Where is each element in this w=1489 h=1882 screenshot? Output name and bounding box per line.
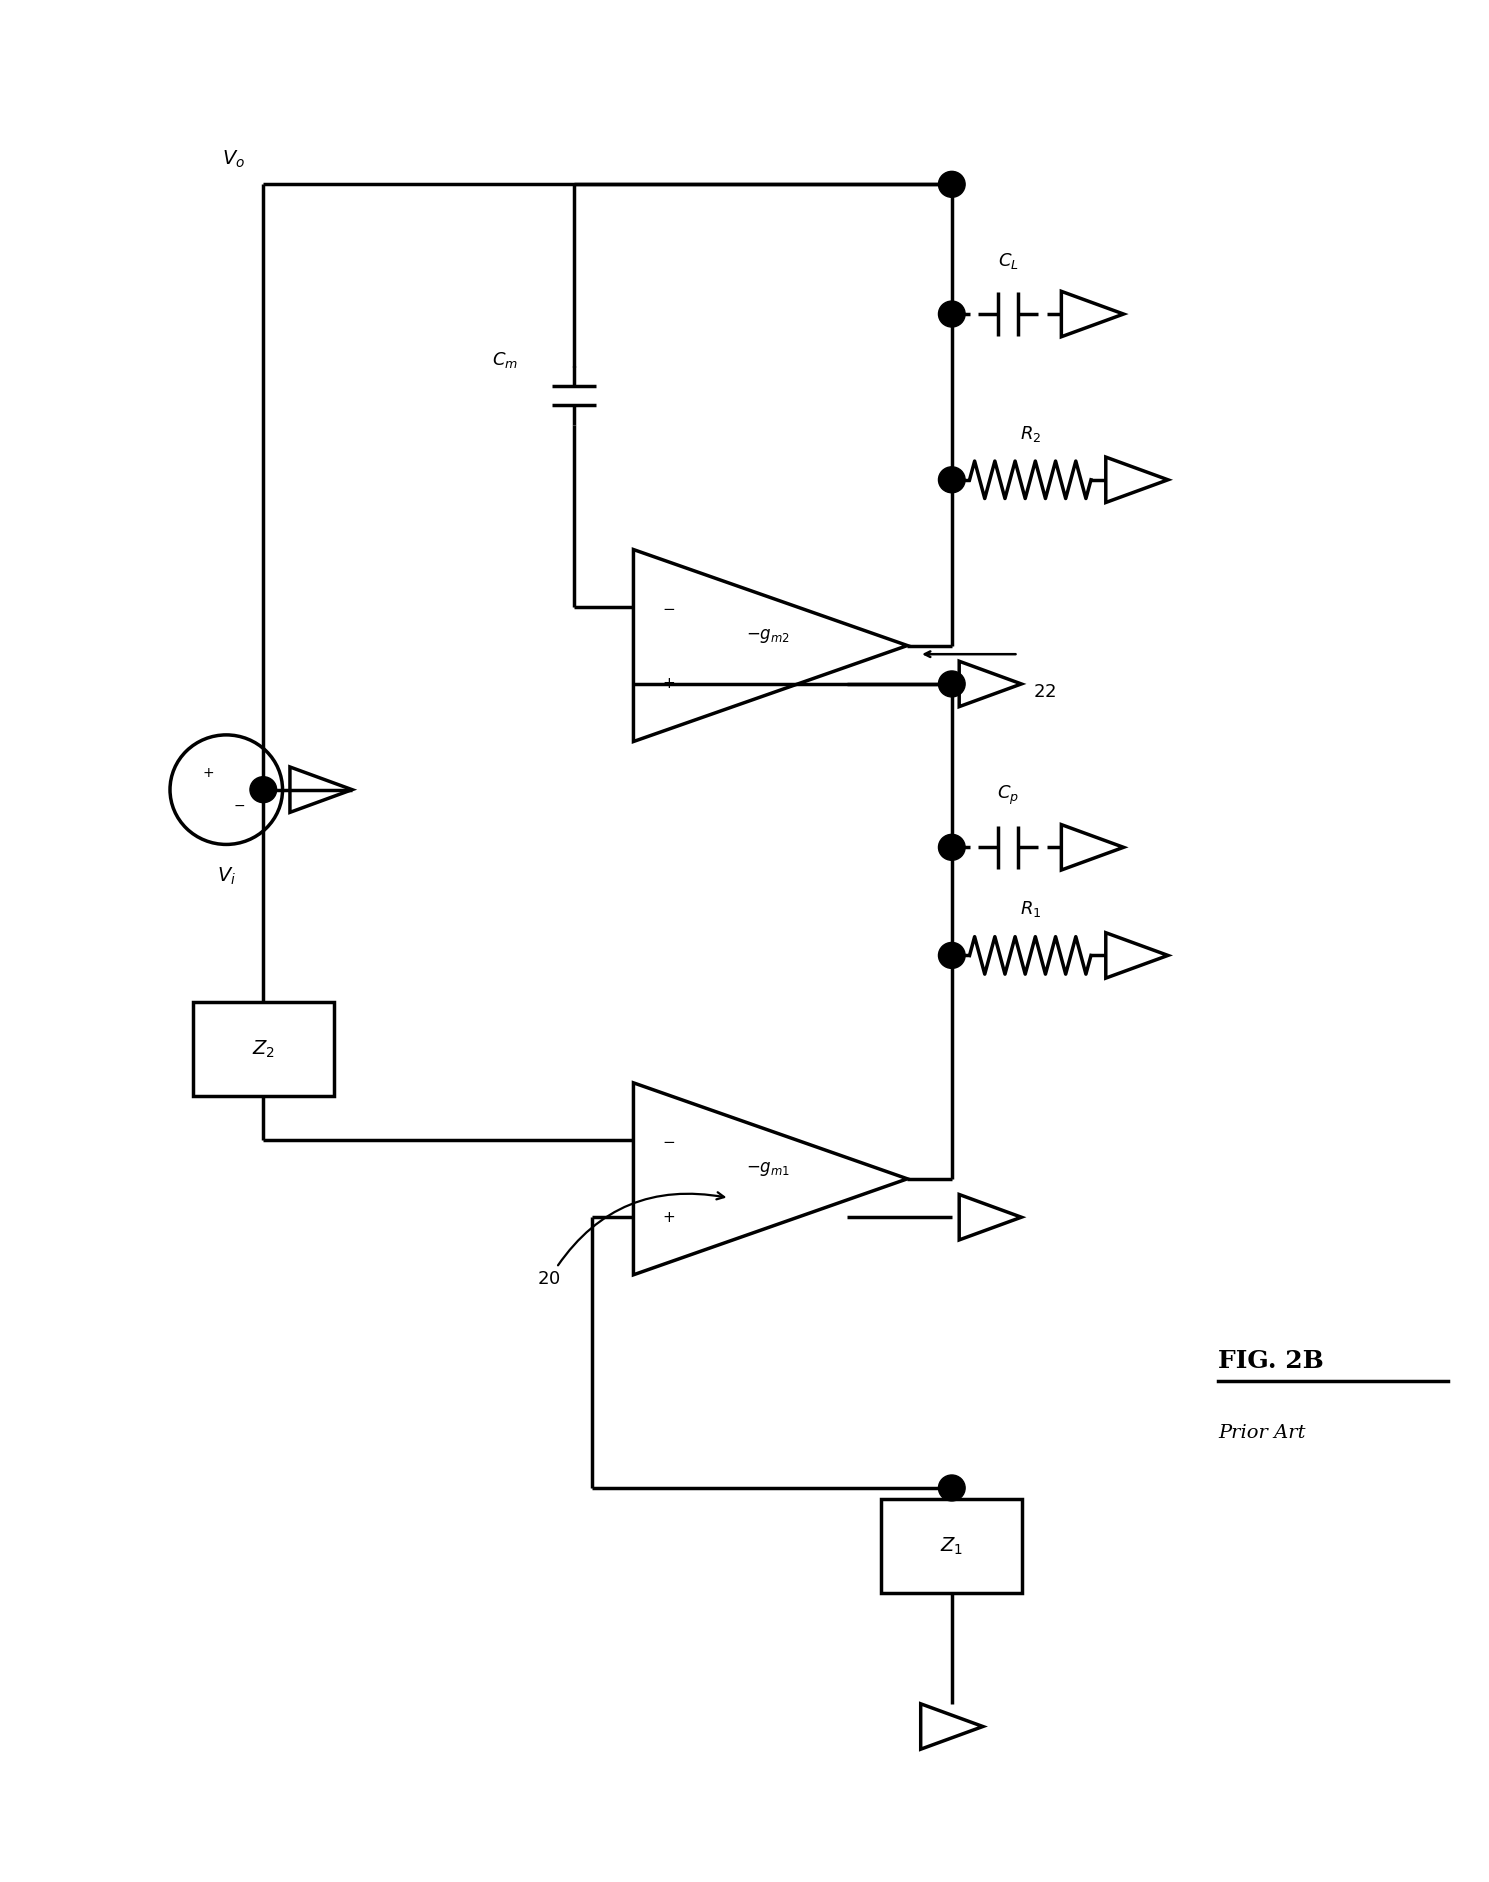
Circle shape bbox=[938, 467, 965, 493]
Circle shape bbox=[938, 171, 965, 198]
Text: $+$: $+$ bbox=[663, 676, 676, 691]
Circle shape bbox=[938, 1475, 965, 1502]
Text: $C_L$: $C_L$ bbox=[998, 250, 1018, 271]
Bar bbox=[881, 1500, 1021, 1594]
Text: $C_m$: $C_m$ bbox=[491, 350, 518, 369]
Text: $-$: $-$ bbox=[663, 1133, 676, 1148]
Text: $+$: $+$ bbox=[203, 766, 214, 781]
Circle shape bbox=[938, 672, 965, 696]
Text: $R_2$: $R_2$ bbox=[1020, 423, 1041, 444]
Text: $-$: $-$ bbox=[663, 600, 676, 615]
Text: $Z_1$: $Z_1$ bbox=[940, 1536, 963, 1556]
Text: $-$: $-$ bbox=[232, 798, 244, 811]
Text: $-g_{m2}$: $-g_{m2}$ bbox=[746, 627, 789, 646]
Text: $C_p$: $C_p$ bbox=[998, 783, 1018, 807]
Bar bbox=[194, 1003, 334, 1095]
Text: $-g_{m1}$: $-g_{m1}$ bbox=[746, 1159, 789, 1178]
Circle shape bbox=[938, 834, 965, 860]
Text: $22$: $22$ bbox=[1033, 683, 1056, 700]
Circle shape bbox=[250, 777, 277, 802]
Text: $R_1$: $R_1$ bbox=[1020, 900, 1041, 920]
Text: $+$: $+$ bbox=[663, 1210, 676, 1225]
Text: $20$: $20$ bbox=[538, 1193, 724, 1289]
Text: $V_i$: $V_i$ bbox=[217, 866, 235, 886]
Circle shape bbox=[938, 301, 965, 327]
Circle shape bbox=[938, 943, 965, 969]
Text: Prior Art: Prior Art bbox=[1218, 1425, 1306, 1442]
Text: FIG. 2B: FIG. 2B bbox=[1218, 1349, 1324, 1374]
Text: $Z_2$: $Z_2$ bbox=[252, 1039, 275, 1060]
Text: $V_o$: $V_o$ bbox=[222, 149, 246, 169]
